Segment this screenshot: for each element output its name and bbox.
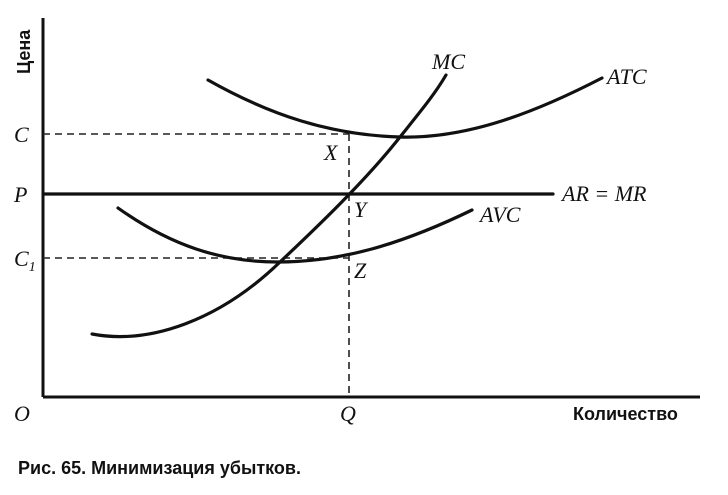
quantity-label-q: Q bbox=[340, 401, 356, 426]
avc-label: AVC bbox=[478, 202, 521, 227]
point-label-z: Z bbox=[354, 258, 367, 283]
y-axis-title: Цена bbox=[14, 29, 34, 74]
price-label-c: C bbox=[14, 122, 29, 147]
price-label-c1-main: C bbox=[14, 246, 29, 271]
avc-curve bbox=[116, 206, 474, 264]
mc-curve bbox=[90, 73, 448, 339]
x-axis-title: Количество bbox=[573, 404, 678, 424]
point-label-x: X bbox=[323, 140, 339, 165]
price-label-p: P bbox=[13, 182, 27, 207]
ar-mr-label: AR = MR bbox=[560, 181, 647, 206]
mc-label: MC bbox=[431, 49, 465, 74]
point-label-y: Y bbox=[354, 197, 369, 222]
price-label-c1-sub: 1 bbox=[29, 260, 36, 275]
origin-label: O bbox=[14, 401, 30, 426]
price-label-c1: C1 bbox=[14, 246, 36, 275]
figure-caption: Рис. 65. Минимизация убытков. bbox=[18, 458, 301, 478]
atc-label: ATC bbox=[605, 64, 647, 89]
